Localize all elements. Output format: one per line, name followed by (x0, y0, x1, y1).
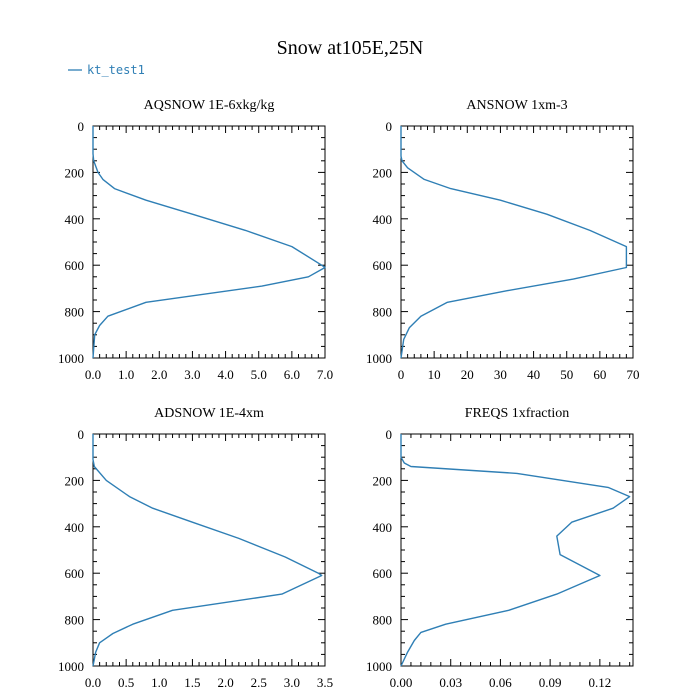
y-tick-label: 800 (373, 613, 393, 628)
x-tick-label: 3.0 (284, 675, 300, 690)
x-tick-label: 1.5 (184, 675, 200, 690)
x-tick-label: 0.09 (539, 675, 562, 690)
y-tick-label: 800 (65, 613, 85, 628)
panel-title: ANSNOW 1xm-3 (466, 98, 567, 113)
plot-frame (92, 433, 326, 667)
x-tick-label: 3.5 (317, 675, 333, 690)
y-tick-label: 400 (373, 520, 393, 535)
x-tick-label: 0.03 (439, 675, 462, 690)
x-tick-label: 50 (560, 367, 573, 382)
y-tick-label: 600 (65, 258, 85, 273)
x-tick-label: 7.0 (317, 367, 333, 382)
x-tick-label: 70 (627, 367, 640, 382)
y-tick-label: 400 (65, 212, 85, 227)
series-line (400, 434, 631, 667)
panel-title: ADSNOW 1E-4xm (154, 406, 264, 421)
y-tick-label: 0 (78, 427, 85, 442)
series-line (400, 126, 628, 359)
panel-4: FREQS 1xfraction 0.00 0.03 0.06 0.09 0.12 0 200… (366, 406, 634, 690)
panel-title: AQSNOW 1E-6xkg/kg (144, 98, 275, 113)
y-tick-label: 600 (65, 566, 85, 581)
y-tick-label: 1000 (366, 659, 392, 674)
y-tick-label: 400 (65, 520, 85, 535)
x-tick-label: 0.5 (118, 675, 134, 690)
x-tick-label: 4.0 (217, 367, 233, 382)
x-tick-label: 10 (428, 367, 441, 382)
x-tick-label: 60 (593, 367, 606, 382)
y-tick-label: 200 (373, 165, 393, 180)
y-tick-label: 1000 (366, 351, 392, 366)
x-tick-label: 0.0 (85, 367, 101, 382)
panel-1: AQSNOW 1E-6xkg/kg 0.0 1.0 2.0 3.0 4.0 5.0 6.0 7.… (58, 98, 333, 382)
y-tick-label: 0 (386, 119, 393, 134)
x-tick-label: 1.0 (118, 367, 134, 382)
panel-3: ADSNOW 1E-4xm 0.0 0.5 1.0 1.5 2.0 2.5 3.0 3.5 0 20… (58, 406, 333, 690)
y-tick-label: 600 (373, 258, 393, 273)
x-tick-label: 5.0 (251, 367, 267, 382)
y-tick-label: 0 (386, 427, 393, 442)
y-tick-label: 800 (373, 305, 393, 320)
series-line (92, 434, 323, 667)
x-tick-label: 1.0 (151, 675, 167, 690)
legend: kt_test1 (68, 63, 145, 77)
x-tick-label: 6.0 (284, 367, 300, 382)
y-tick-label: 0 (78, 119, 85, 134)
x-tick-label: 0.00 (390, 675, 413, 690)
x-tick-label: 40 (527, 367, 540, 382)
x-tick-label: 2.0 (151, 367, 167, 382)
plot-frame (92, 125, 326, 359)
y-tick-label: 200 (373, 473, 393, 488)
y-tick-label: 200 (65, 473, 85, 488)
y-tick-label: 800 (65, 305, 85, 320)
plot-frame (400, 125, 634, 359)
legend-label: kt_test1 (87, 63, 145, 77)
y-tick-label: 200 (65, 165, 85, 180)
x-tick-label: 20 (461, 367, 474, 382)
figure-title: Snow at105E,25N (277, 37, 424, 59)
x-tick-label: 0.06 (489, 675, 512, 690)
x-tick-label: 2.5 (251, 675, 267, 690)
x-tick-label: 0.0 (85, 675, 101, 690)
panel-2: ANSNOW 1xm-3 0 10 20 30 40 50 60 70 0 200 400 600 800… (366, 98, 640, 382)
x-tick-label: 0.12 (588, 675, 611, 690)
x-tick-label: 2.0 (217, 675, 233, 690)
y-tick-label: 1000 (58, 659, 84, 674)
y-tick-label: 400 (373, 212, 393, 227)
x-tick-label: 0 (398, 367, 405, 382)
x-tick-label: 3.0 (184, 367, 200, 382)
y-tick-label: 1000 (58, 351, 84, 366)
y-tick-label: 600 (373, 566, 393, 581)
panel-title: FREQS 1xfraction (465, 406, 570, 421)
series-line (92, 126, 326, 359)
x-tick-label: 30 (494, 367, 507, 382)
